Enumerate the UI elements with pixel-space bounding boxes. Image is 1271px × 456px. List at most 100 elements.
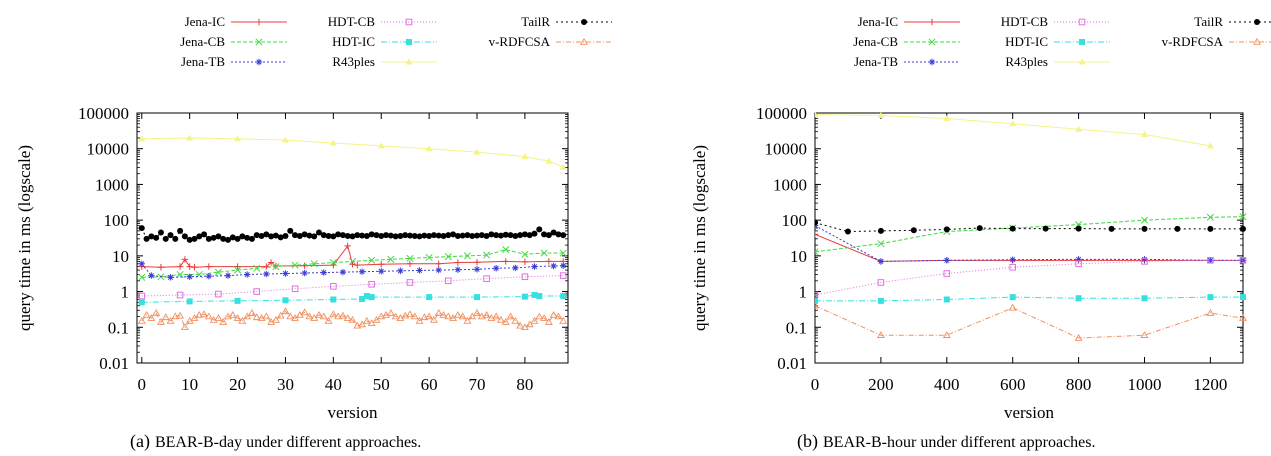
data-point xyxy=(354,232,361,239)
data-point xyxy=(339,232,346,239)
data-point xyxy=(186,263,193,270)
data-point xyxy=(282,270,289,277)
data-point xyxy=(330,283,337,290)
series-jena-ic xyxy=(138,242,567,271)
data-point xyxy=(531,263,538,270)
data-point xyxy=(138,225,145,232)
series-hdt-ic xyxy=(138,292,567,306)
data-point xyxy=(1141,225,1148,232)
data-point xyxy=(368,280,375,288)
legend-entry: v-RDFCSA xyxy=(1162,34,1271,49)
data-point xyxy=(138,292,146,300)
series-r43ples xyxy=(815,111,1214,149)
data-point xyxy=(545,157,553,164)
plot-frame xyxy=(814,112,1244,364)
legend-marker xyxy=(581,19,587,25)
data-point xyxy=(444,312,453,320)
legend-marker xyxy=(1079,39,1085,45)
data-point xyxy=(416,267,423,274)
data-point xyxy=(320,232,327,239)
data-point xyxy=(910,227,917,234)
data-point xyxy=(815,297,818,304)
data-point xyxy=(263,263,270,270)
data-point xyxy=(292,232,299,239)
data-point xyxy=(406,279,414,286)
data-point xyxy=(138,299,145,306)
data-point xyxy=(252,313,261,321)
data-point xyxy=(386,308,395,316)
data-point xyxy=(1174,225,1181,232)
legend-marker xyxy=(1254,19,1260,25)
x-axis-label: version xyxy=(327,403,378,422)
x-tick-label: 40 xyxy=(325,375,342,394)
data-point xyxy=(1206,213,1214,221)
data-point xyxy=(343,314,352,321)
data-point xyxy=(1141,295,1148,302)
y-tick-label: 1 xyxy=(799,283,808,302)
legend-label: HDT-CB xyxy=(328,14,376,29)
legend-label: HDT-IC xyxy=(332,34,375,49)
series-line xyxy=(815,305,1244,339)
legend-entry: HDT-CB xyxy=(1001,14,1110,29)
y-tick-label: 10000 xyxy=(87,140,130,159)
legend-entry: R43ples xyxy=(332,54,437,69)
data-point xyxy=(353,321,362,329)
data-point xyxy=(234,135,242,142)
data-point xyxy=(406,260,414,267)
data-point xyxy=(421,232,428,239)
data-point xyxy=(541,231,548,238)
data-point xyxy=(440,232,447,239)
data-point xyxy=(474,232,481,239)
data-point xyxy=(559,163,567,170)
data-point xyxy=(186,273,193,280)
data-point xyxy=(545,258,553,265)
figure-caption: (b) BEAR-B-hour under different approache… xyxy=(797,431,1096,452)
data-point xyxy=(1240,225,1246,232)
data-point xyxy=(435,232,442,239)
data-point xyxy=(496,315,505,323)
data-point xyxy=(1009,263,1016,271)
data-point xyxy=(540,249,548,257)
data-point xyxy=(463,316,472,324)
y-tick-label: 10000 xyxy=(765,140,808,159)
data-point xyxy=(349,261,356,268)
series-jena-cb xyxy=(815,213,1247,256)
data-point xyxy=(387,232,394,239)
data-point xyxy=(148,233,155,240)
data-point xyxy=(306,232,313,239)
legend-entry: Jena-TB xyxy=(181,54,287,69)
data-point xyxy=(502,258,509,265)
data-point xyxy=(1075,125,1083,132)
data-point xyxy=(181,233,188,240)
data-point xyxy=(378,268,385,275)
data-point xyxy=(263,270,270,278)
data-point xyxy=(458,312,467,320)
data-point xyxy=(338,311,347,319)
data-point xyxy=(138,135,146,142)
x-tick-label: 0 xyxy=(811,375,820,394)
data-point xyxy=(263,231,270,238)
data-point xyxy=(468,312,477,320)
data-point xyxy=(406,232,413,239)
data-point xyxy=(205,272,213,280)
data-point xyxy=(877,258,885,265)
data-point xyxy=(247,308,256,316)
legend-label: v-RDFCSA xyxy=(1162,34,1224,49)
x-tick-label: 30 xyxy=(277,375,294,394)
data-point xyxy=(526,232,533,239)
legend-label: HDT-CB xyxy=(1001,14,1049,29)
data-point xyxy=(525,320,534,328)
data-point xyxy=(1206,308,1215,316)
y-tick-label: 100000 xyxy=(756,104,807,123)
y-tick-label: 10 xyxy=(790,247,807,266)
x-tick-label: 1200 xyxy=(1193,375,1227,394)
data-point xyxy=(544,317,553,325)
data-point xyxy=(410,312,419,320)
data-point xyxy=(493,232,500,239)
data-point xyxy=(559,249,567,257)
data-point xyxy=(253,264,261,272)
data-point xyxy=(1009,256,1016,263)
data-point xyxy=(402,232,409,239)
data-point xyxy=(1206,142,1214,149)
